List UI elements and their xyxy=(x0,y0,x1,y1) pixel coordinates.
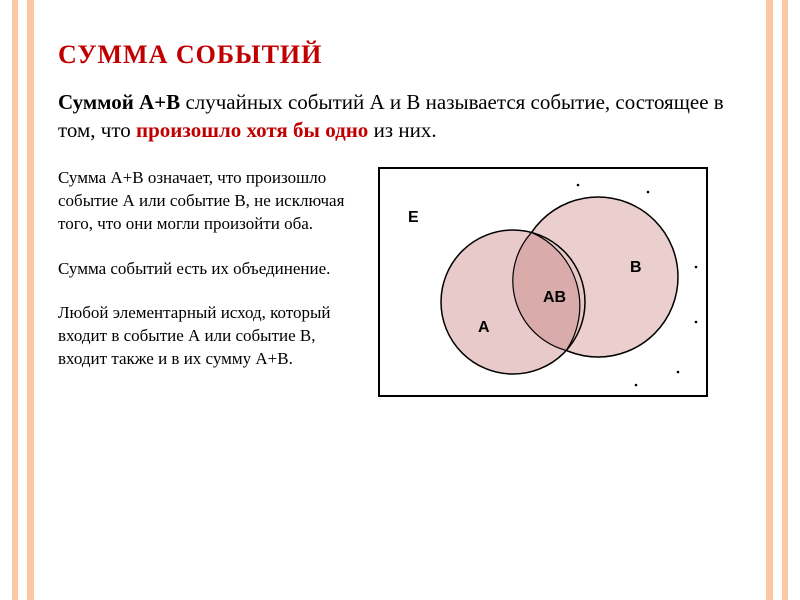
definition-highlight: произошло хотя бы одно xyxy=(136,118,368,142)
venn-label-ab: AB xyxy=(543,289,566,306)
venn-outcome-dot-2 xyxy=(695,265,698,268)
body-text-column: Сумма А+В означает, что произошло событи… xyxy=(58,167,358,397)
frame-stripe-left-gap xyxy=(18,0,27,600)
venn-outcome-dot-5 xyxy=(635,383,638,386)
slide-content: СУММА СОБЫТИЙ Суммой А+В случайных событ… xyxy=(58,40,742,560)
slide-title: СУММА СОБЫТИЙ xyxy=(58,40,742,70)
body-p1: Сумма А+В означает, что произошло событи… xyxy=(58,167,358,236)
venn-outcome-dot-3 xyxy=(695,320,698,323)
venn-label-a: A xyxy=(478,319,490,336)
definition-body-2: из них. xyxy=(368,118,436,142)
frame-stripe-right-gap xyxy=(773,0,782,600)
venn-diagram-wrap: EABAB xyxy=(378,167,742,397)
definition-key-term: Суммой А+В xyxy=(58,90,180,114)
definition-paragraph: Суммой А+В случайных событий А и В назыв… xyxy=(58,88,742,145)
lower-row: Сумма А+В означает, что произошло событи… xyxy=(58,167,742,397)
venn-outcome-dot-0 xyxy=(577,183,580,186)
venn-diagram: EABAB xyxy=(378,167,708,397)
body-p2: Сумма событий есть их объединение. xyxy=(58,258,358,281)
venn-outcome-dot-4 xyxy=(677,370,680,373)
venn-label-e: E xyxy=(408,209,419,226)
venn-label-b: B xyxy=(630,259,642,276)
body-p3: Любой элементарный исход, который входит… xyxy=(58,302,358,371)
venn-outcome-dot-1 xyxy=(647,190,650,193)
